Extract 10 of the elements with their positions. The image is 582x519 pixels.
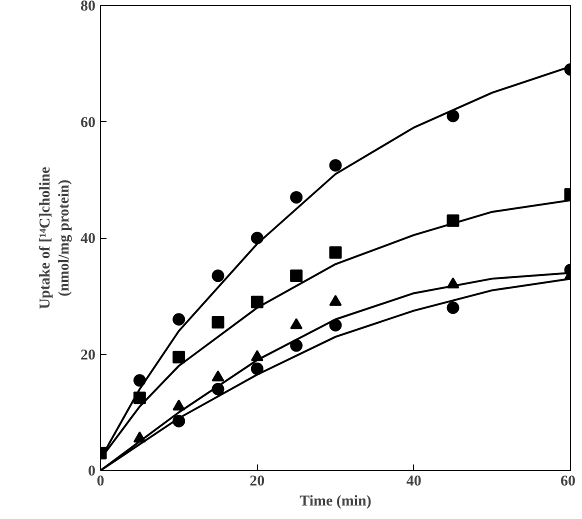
x-axis-title: Time (min) — [300, 494, 372, 510]
y-tick-label: 80 — [80, 0, 96, 14]
x-tick-label: 40 — [406, 474, 422, 490]
y-axis-title: Uptake of [¹⁴C]choline (nmol/mg protein) — [37, 166, 72, 310]
y-tick-label: 40 — [80, 231, 96, 247]
x-tick-label: 60 — [560, 474, 576, 490]
y-tick-label: 60 — [80, 114, 96, 131]
y-tick-label: 0 — [88, 464, 96, 480]
x-tick-label: 20 — [250, 474, 265, 490]
y-tick-label: 20 — [80, 347, 96, 364]
